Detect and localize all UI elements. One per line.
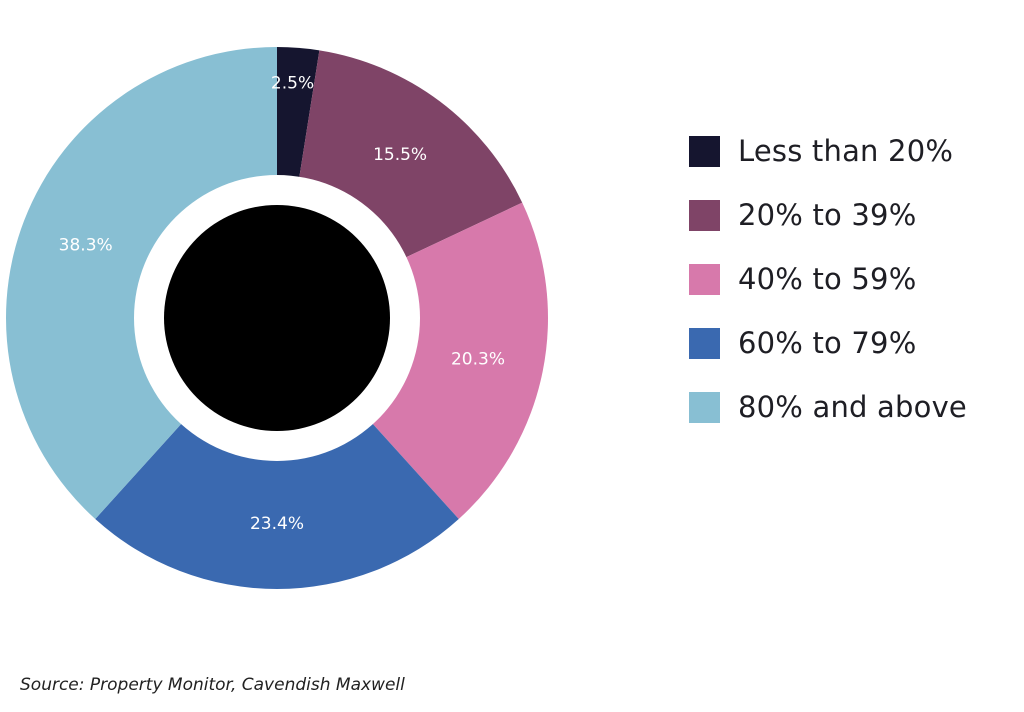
center-circle <box>164 205 390 431</box>
data-label: 38.3% <box>59 235 113 255</box>
donut-chart: 2.5% 15.5% 20.3% 23.4% 38.3% <box>5 46 548 589</box>
legend-swatch <box>689 199 720 231</box>
legend-item: 40% to 59% <box>689 231 967 327</box>
legend-item: 20% to 39% <box>689 167 967 263</box>
data-label: 23.4% <box>250 514 304 534</box>
legend: Less than 20% 20% to 39% 40% to 59% 60% … <box>689 103 967 455</box>
legend-swatch <box>689 135 720 167</box>
legend-swatch <box>689 391 720 423</box>
data-label: 2.5% <box>271 74 314 94</box>
data-label: 15.5% <box>373 145 427 165</box>
legend-label: 20% to 39% <box>738 198 917 232</box>
legend-label: 40% to 59% <box>738 262 917 296</box>
legend-label: Less than 20% <box>738 134 954 168</box>
legend-swatch <box>689 263 720 295</box>
legend-label: 80% and above <box>738 390 967 424</box>
data-label: 20.3% <box>451 349 505 369</box>
legend-swatch <box>689 327 720 359</box>
source-note: Source: Property Monitor, Cavendish Maxw… <box>20 675 405 695</box>
legend-item: Less than 20% <box>689 103 967 199</box>
legend-item: 80% and above <box>689 359 967 455</box>
legend-item: 60% to 79% <box>689 295 967 391</box>
legend-label: 60% to 79% <box>738 326 917 360</box>
